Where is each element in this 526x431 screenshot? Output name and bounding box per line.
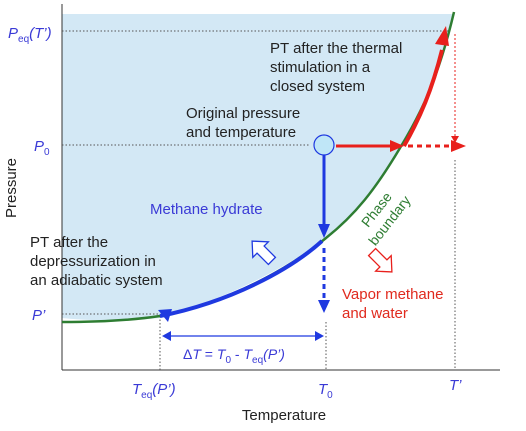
- x-tick-teq: Teq(P’): [132, 381, 176, 401]
- thermal-boundary-arrowhead: [435, 26, 449, 46]
- hydrate-region: [62, 14, 453, 321]
- thermal-note-line2: stimulation in a: [270, 59, 371, 76]
- heating-dotted-arrowhead: [451, 140, 466, 152]
- vapor-label-line2: and water: [342, 305, 408, 322]
- tprime-small-arrowhead: [451, 136, 459, 143]
- original-note-line1: Original pressure: [186, 105, 300, 122]
- heating-arrowhead: [390, 140, 404, 152]
- depressurization-note: PT after the depressurization in an adia…: [30, 234, 163, 289]
- thermal-stimulation-note: PT after the thermal stimulation in a cl…: [270, 40, 402, 95]
- pressure-drop-dotted-arrowhead: [318, 300, 330, 313]
- pressure-drop-arrowhead: [318, 224, 330, 238]
- delta-t-arrowhead-right: [315, 331, 324, 341]
- thermal-boundary-path: [402, 49, 444, 147]
- vapor-direction-arrow: [367, 247, 393, 273]
- depressurization-boundary-path: [159, 239, 324, 318]
- thermal-note-line3: closed system: [270, 78, 365, 95]
- x-axis-label: Temperature: [242, 407, 326, 424]
- original-point-note: Original pressure and temperature: [186, 105, 300, 141]
- original-note-line2: and temperature: [186, 124, 296, 141]
- original-point: [313, 134, 335, 156]
- methane-hydrate-label: Methane hydrate: [150, 201, 263, 218]
- depress-note-line2: depressurization in: [30, 253, 156, 270]
- depress-note-line3: an adiabatic system: [30, 272, 163, 289]
- vapor-label-line1: Vapor methane: [342, 286, 443, 303]
- y-tick-peq-tprime: Peq(T’): [8, 25, 52, 45]
- hydrate-direction-arrow: [251, 240, 277, 266]
- delta-t-arrowhead-left: [162, 331, 171, 341]
- x-tick-tprime: T’: [449, 377, 462, 394]
- vapor-label: Vapor methane and water: [342, 286, 443, 322]
- depress-note-line1: PT after the: [30, 234, 108, 251]
- y-tick-pprime: P’: [32, 307, 46, 324]
- y-axis-label: Pressure: [3, 158, 20, 218]
- y-tick-p0: P0: [34, 138, 50, 158]
- thermal-note-line1: PT after the thermal: [270, 40, 402, 57]
- x-tick-t0: T0: [318, 381, 333, 401]
- delta-t-label: ΔT = T0 - Teq(P’): [183, 346, 285, 366]
- depressurization-arrowhead: [158, 309, 172, 322]
